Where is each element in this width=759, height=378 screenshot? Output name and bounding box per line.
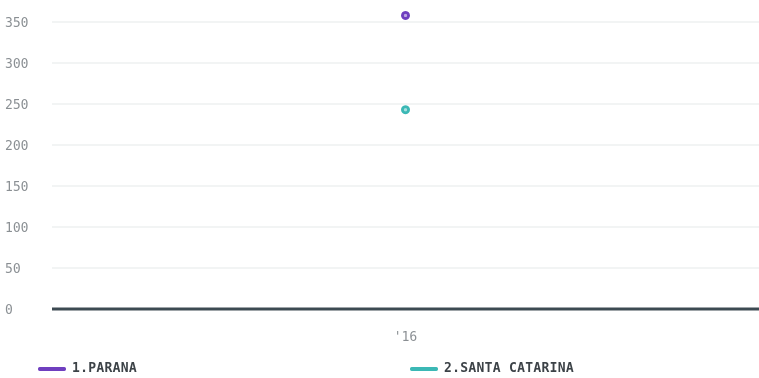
y-gridlines bbox=[52, 21, 759, 311]
legend-item-santa-catarina[interactable]: 2.SANTA CATARINA bbox=[410, 361, 574, 376]
y-tick-label-100: 100 bbox=[5, 221, 28, 236]
y-tick-label-250: 250 bbox=[5, 98, 28, 113]
legend-swatch-santa-catarina bbox=[410, 366, 438, 371]
data-points bbox=[401, 10, 410, 115]
data-point-center-series-0-0 bbox=[403, 13, 408, 18]
data-point-center-series-1-0 bbox=[403, 108, 408, 112]
y-tick-label-200: 200 bbox=[5, 139, 28, 154]
chart-plot-area: 0 50 100 150 200 250 300 350 '16 bbox=[5, 10, 759, 345]
legend-label-santa-catarina: 2.SANTA CATARINA bbox=[444, 361, 575, 376]
y-tick-label-50: 50 bbox=[5, 262, 21, 277]
y-tick-label-350: 350 bbox=[5, 16, 28, 31]
y-tick-label-150: 150 bbox=[5, 180, 28, 195]
legend: 1.PARANA 2.SANTA CATARINA bbox=[0, 361, 759, 378]
y-tick-label-0: 0 bbox=[5, 303, 13, 318]
legend-item-parana[interactable]: 1.PARANA bbox=[38, 361, 137, 376]
x-tick-labels: '16 bbox=[394, 330, 417, 345]
y-tick-label-300: 300 bbox=[5, 57, 28, 72]
legend-swatch-parana bbox=[38, 366, 66, 371]
x-tick-label-0: '16 bbox=[394, 330, 417, 345]
legend-label-parana: 1.PARANA bbox=[72, 361, 138, 376]
y-tick-labels: 0 50 100 150 200 250 300 350 bbox=[5, 16, 28, 318]
